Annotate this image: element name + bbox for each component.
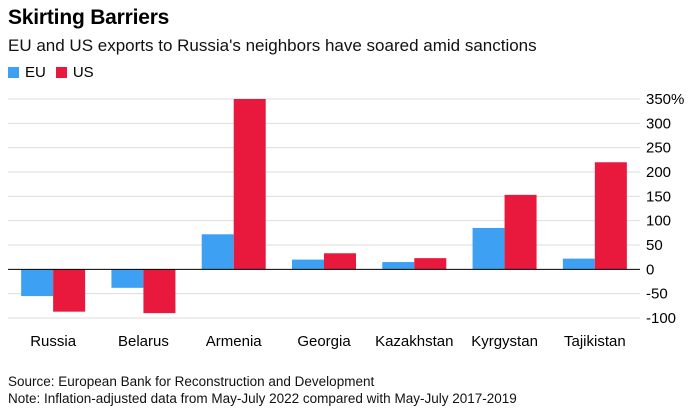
y-tick-label: 250 — [646, 140, 671, 157]
x-tick-label: Tajikistan — [564, 333, 626, 350]
y-tick-label: 50 — [646, 237, 663, 254]
bar-chart: 350% 300 250 200 150 100 50 0 -50 -100 Russia Belar… — [8, 91, 684, 350]
bar-us-russia — [53, 269, 86, 312]
x-tick-label: Georgia — [297, 333, 351, 350]
x-tick-label: Russia — [30, 333, 77, 350]
bar-eu-belarus — [111, 269, 144, 288]
chart-subtitle: EU and US exports to Russia's neighbors … — [8, 36, 537, 55]
bar-eu-tajikistan — [562, 258, 595, 270]
legend: EU US — [8, 64, 104, 81]
legend-label-eu: EU — [25, 64, 46, 81]
y-tick-label: 200 — [646, 164, 671, 181]
y-tick-label: 100 — [646, 213, 671, 230]
y-tick-label: 300 — [646, 115, 671, 132]
y-tick-label: -50 — [646, 286, 668, 303]
x-tick-label: Kazakhstan — [375, 333, 453, 350]
bar-eu-kyrgystan — [472, 227, 505, 270]
note-text: Note: Inflation-adjusted data from May-J… — [8, 391, 517, 406]
legend-swatch-eu — [8, 67, 19, 78]
legend-item-eu: EU — [8, 64, 46, 81]
x-tick-label: Belarus — [118, 333, 169, 350]
bar-us-kyrgystan — [504, 194, 537, 270]
bar-us-armenia — [233, 99, 266, 270]
legend-swatch-us — [55, 67, 67, 78]
bar-us-georgia — [324, 253, 356, 270]
y-tick-label: 150 — [646, 188, 671, 205]
bar-eu-russia — [21, 269, 54, 297]
y-tick-label: -100 — [646, 310, 676, 327]
bar-us-belarus — [143, 269, 176, 314]
x-tick-label: Armenia — [206, 333, 263, 350]
source-notes: Source: European Bank for Reconstruction… — [8, 373, 517, 407]
legend-label-us: US — [72, 64, 94, 81]
bar-eu-georgia — [292, 259, 324, 270]
bar-eu-armenia — [201, 234, 234, 270]
legend-item-us: US — [55, 64, 94, 81]
y-tick-label: 0 — [646, 261, 654, 278]
x-tick-label: Kyrgystan — [471, 333, 538, 350]
chart-title: Skirting Barriers — [8, 6, 170, 29]
bar-us-tajikistan — [594, 162, 627, 270]
bar-us-kazakhstan — [414, 258, 447, 270]
bar-eu-kazakhstan — [382, 262, 415, 270]
source-text: Source: European Bank for Reconstruction… — [8, 374, 375, 389]
y-tick-label: 350% — [646, 91, 684, 108]
